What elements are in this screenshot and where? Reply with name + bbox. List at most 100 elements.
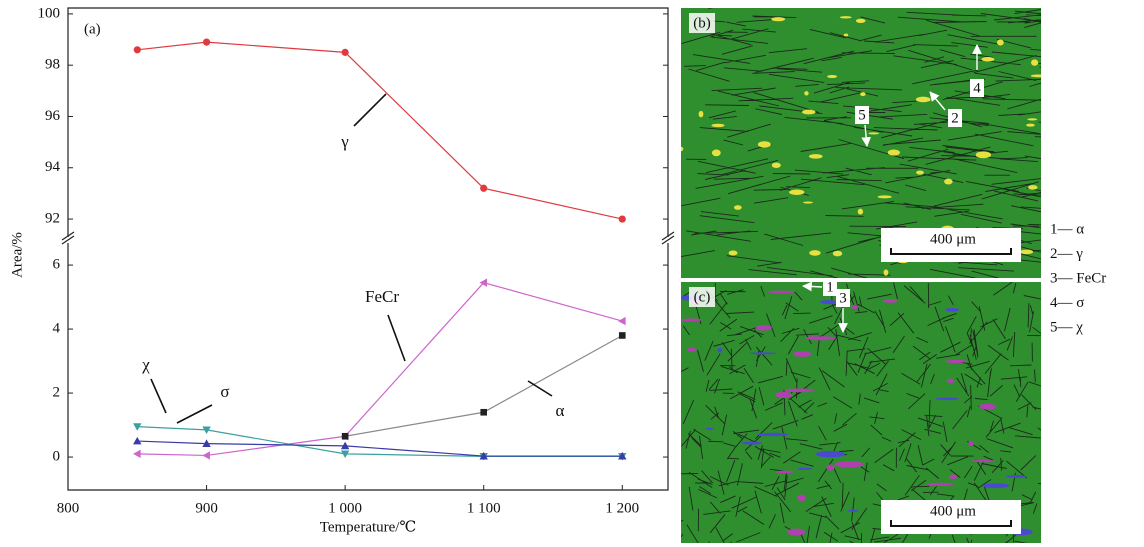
phase-particle — [809, 250, 821, 256]
scale-bar-label: 400 μm — [930, 231, 976, 247]
phase-particle — [971, 459, 995, 463]
marker-box — [823, 278, 837, 296]
data-point — [133, 436, 142, 445]
phase-particle — [981, 56, 995, 62]
phase-particle — [797, 467, 813, 470]
label-leader — [150, 378, 167, 414]
grain-boundaries — [681, 282, 1041, 543]
micrographs: 400 μm (b) 42 5 400 μm (c) 13 1— α 2— γ 3— FeCr 4—… — [681, 8, 1106, 543]
phase-particle — [915, 96, 931, 103]
axis-break — [61, 231, 675, 245]
phase-particle — [887, 149, 900, 156]
phase-particle — [801, 109, 816, 115]
phase-particle — [834, 461, 864, 468]
y-tick-label: 4 — [53, 321, 61, 337]
y-tick-label: 0 — [53, 448, 61, 464]
scale-bar-box — [881, 500, 1021, 534]
micrograph — [681, 282, 1041, 543]
phase-particle — [827, 74, 838, 79]
axis-frame-upper — [67, 7, 669, 237]
marker-box — [836, 289, 850, 307]
label-leader — [353, 93, 387, 127]
phase-particle — [771, 162, 781, 168]
phase-particle — [826, 464, 835, 471]
data-point — [341, 48, 349, 56]
panel-label-box — [689, 287, 715, 307]
phase-particle — [681, 318, 703, 322]
x-tick-label: 1 100 — [467, 500, 501, 516]
y-tick-label: 94 — [45, 159, 61, 175]
phase-particle — [839, 16, 852, 19]
marker-label: 4 — [973, 80, 981, 96]
phase-particle — [883, 269, 889, 276]
data-point — [202, 38, 211, 46]
marker-box — [855, 106, 869, 124]
y-tick-label: 96 — [45, 108, 61, 124]
phase-particle — [705, 427, 714, 430]
phase-particle — [757, 432, 789, 437]
x-tick-label: 900 — [195, 500, 218, 516]
data-point — [340, 441, 350, 450]
plot: 92 94 96 98 100 γ 0 2 4 6 800 900 1 000 1 100 1 200 FeC… — [38, 5, 668, 516]
scale-bar — [890, 248, 1012, 255]
phase-key-entry: 5— χ — [1050, 319, 1083, 335]
marker-arrow — [802, 281, 823, 292]
phase-particle — [1028, 185, 1038, 190]
phase-particle — [944, 178, 953, 185]
panel-label: (b) — [693, 15, 711, 31]
data-point — [133, 46, 141, 54]
phase-particle — [733, 205, 742, 210]
phase-particle — [868, 132, 880, 135]
series-line — [137, 281, 623, 457]
data-point — [202, 451, 210, 460]
phase-particle — [979, 403, 997, 410]
data-point — [202, 439, 211, 447]
phase-particle — [741, 441, 763, 445]
phase-particle — [982, 483, 1010, 489]
phase-key-entry: 2— γ — [1050, 246, 1083, 262]
marker-label: 5 — [858, 107, 866, 123]
phase-particle — [916, 170, 924, 175]
series-label: α — [556, 401, 565, 420]
phase-particle — [946, 378, 955, 384]
phase-key-entry: 3— FeCr — [1050, 270, 1106, 286]
phase-particle — [975, 151, 992, 159]
phase-particle — [792, 351, 812, 357]
phase-particle — [711, 149, 721, 157]
phase-particle — [948, 474, 957, 479]
phase-particle — [819, 300, 838, 305]
phase-particle — [847, 509, 859, 512]
series-line — [137, 440, 623, 457]
phase-particle — [926, 482, 954, 486]
phase-particle — [803, 201, 813, 204]
phase-particle — [797, 494, 807, 502]
phase-particle — [776, 470, 794, 474]
x-tick-label: 1 200 — [605, 500, 639, 516]
phase-particle — [944, 359, 968, 363]
data-point — [479, 278, 488, 287]
data-point — [133, 423, 142, 431]
data-point — [618, 316, 626, 326]
phase-particle — [1027, 118, 1038, 121]
series-line — [345, 334, 623, 437]
phase-key-entry: 4— σ — [1050, 295, 1084, 311]
x-axis-label: Temperature/℃ — [320, 519, 417, 535]
phase-particle — [877, 195, 892, 199]
marker-box — [970, 79, 984, 97]
data-point — [479, 451, 488, 460]
scale-bar-label: 400 μm — [930, 503, 976, 519]
phase-particle — [1031, 59, 1039, 66]
phase-particle — [748, 352, 778, 355]
series-label: σ — [220, 382, 229, 401]
phase-particle — [787, 528, 806, 536]
y-tick-label: 6 — [53, 257, 61, 273]
phase-particle — [789, 189, 805, 195]
panel-label: (a) — [84, 21, 101, 37]
data-point — [618, 332, 626, 339]
y-tick-label: 92 — [45, 210, 60, 226]
phase-particle — [860, 92, 866, 97]
phase-particle — [698, 110, 704, 118]
phase-particle — [686, 347, 697, 352]
series-line — [137, 41, 623, 220]
